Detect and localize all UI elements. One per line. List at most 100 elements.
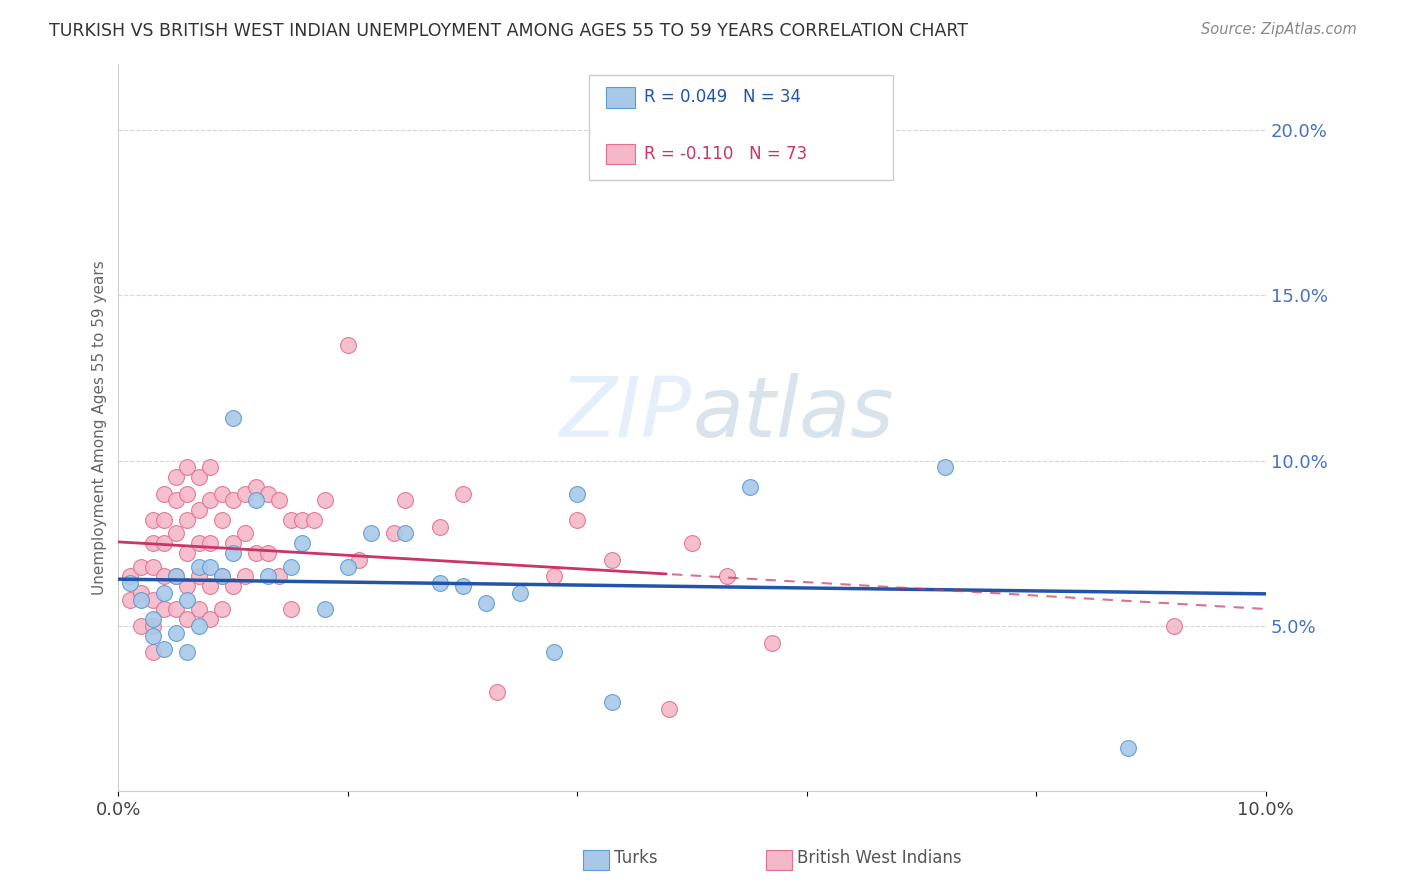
FancyBboxPatch shape [606,144,634,164]
Point [153,487,176,501]
Point [934,460,956,475]
Point [1116,741,1139,756]
Point [200,579,222,593]
Point [543,569,565,583]
Point [567,487,589,501]
Point [142,645,165,659]
Point [567,513,589,527]
Point [256,569,278,583]
Point [360,526,382,541]
Point [187,619,209,633]
Point [118,592,141,607]
Point [716,569,738,583]
Point [187,470,209,484]
Point [233,487,256,501]
Point [245,493,267,508]
Point [165,493,187,508]
Point [302,513,325,527]
Point [200,536,222,550]
Point [142,629,165,643]
Point [429,576,451,591]
Point [233,569,256,583]
Point [211,602,233,616]
FancyBboxPatch shape [606,87,634,108]
Point [153,602,176,616]
Point [280,602,302,616]
Point [153,536,176,550]
Point [211,569,233,583]
Point [165,569,187,583]
Text: R = -0.110   N = 73: R = -0.110 N = 73 [644,145,807,162]
Point [165,470,187,484]
Point [1163,619,1185,633]
Point [222,493,245,508]
Point [187,536,209,550]
FancyBboxPatch shape [589,75,893,180]
Point [211,487,233,501]
Point [118,576,141,591]
Point [187,602,209,616]
Text: atlas: atlas [692,373,894,454]
Point [474,596,496,610]
Point [509,586,531,600]
Point [176,612,198,626]
Point [142,559,165,574]
Point [486,685,509,699]
Point [349,553,371,567]
Point [142,536,165,550]
Point [267,569,290,583]
Point [222,579,245,593]
Point [131,559,153,574]
Point [314,602,336,616]
Point [165,625,187,640]
Point [131,619,153,633]
Point [256,546,278,560]
Point [382,526,405,541]
Y-axis label: Unemployment Among Ages 55 to 59 years: Unemployment Among Ages 55 to 59 years [93,260,107,595]
Point [314,493,336,508]
Point [222,536,245,550]
Point [153,642,176,657]
Point [280,559,302,574]
Point [153,513,176,527]
Text: TURKISH VS BRITISH WEST INDIAN UNEMPLOYMENT AMONG AGES 55 TO 59 YEARS CORRELATIO: TURKISH VS BRITISH WEST INDIAN UNEMPLOYM… [49,22,969,40]
Point [267,493,290,508]
Point [738,480,761,494]
Point [336,338,359,352]
Point [211,513,233,527]
Point [291,513,314,527]
Point [187,559,209,574]
Point [543,645,565,659]
Point [176,645,198,659]
Point [142,619,165,633]
Point [245,546,267,560]
Point [681,536,703,550]
Point [394,493,416,508]
Point [176,579,198,593]
Point [600,695,623,709]
Point [176,513,198,527]
Point [291,536,314,550]
Point [451,487,474,501]
Text: Source: ZipAtlas.com: Source: ZipAtlas.com [1201,22,1357,37]
Point [200,493,222,508]
Point [200,559,222,574]
Point [211,569,233,583]
Point [131,586,153,600]
Point [222,410,245,425]
Point [761,635,783,649]
Point [233,526,256,541]
Point [142,592,165,607]
Text: ZIP: ZIP [560,373,692,454]
Point [153,569,176,583]
Point [187,569,209,583]
Point [153,586,176,600]
Point [394,526,416,541]
Point [336,559,359,574]
Point [142,513,165,527]
Point [280,513,302,527]
Point [176,487,198,501]
Text: R = 0.049   N = 34: R = 0.049 N = 34 [644,87,801,106]
Point [165,602,187,616]
Point [222,546,245,560]
